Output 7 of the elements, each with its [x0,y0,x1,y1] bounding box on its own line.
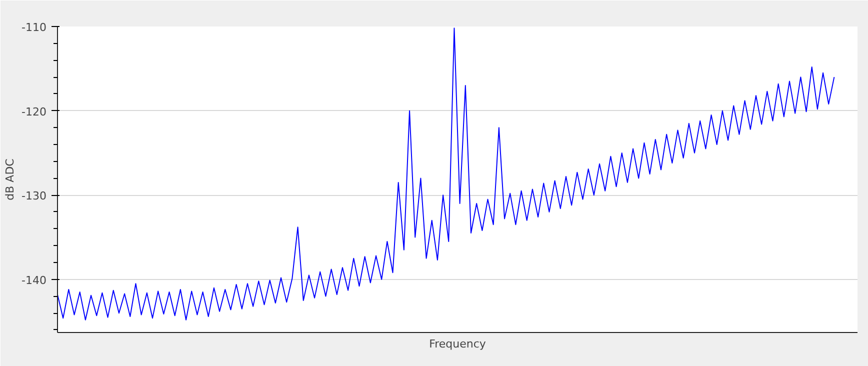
y-tick-label: -130 [22,190,47,203]
y-tick-label: -140 [22,274,47,287]
line-series [58,28,835,320]
y-tick-label: -120 [22,105,47,118]
x-axis-title: Frequency [429,338,486,350]
y-axis-title: dB ADC [4,158,17,200]
y-tick-label: -110 [22,21,47,34]
